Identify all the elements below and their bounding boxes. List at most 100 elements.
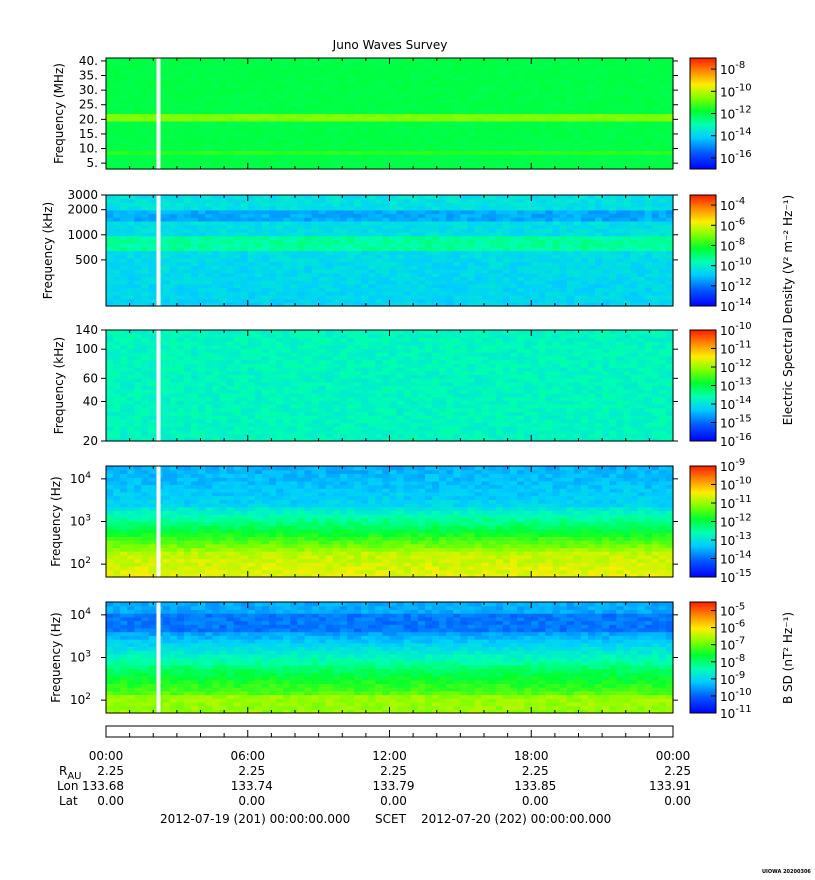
spectrogram-cell — [531, 91, 539, 96]
spectrogram-cell — [261, 124, 270, 129]
spectrogram-cell — [665, 224, 674, 229]
spectrogram-cell — [417, 272, 426, 277]
spectrogram-cell — [587, 95, 596, 100]
spectrogram-cell — [453, 132, 461, 137]
spectrogram-cell — [566, 209, 575, 215]
spectrogram-cell — [545, 276, 554, 281]
spectrogram-cell — [240, 291, 249, 296]
spectrogram-cell — [176, 146, 185, 152]
spectrogram-cell — [587, 113, 596, 118]
spectrogram-cell — [354, 265, 362, 270]
spectrogram-cell — [616, 220, 624, 226]
spectrogram-cell — [396, 102, 405, 107]
spectrogram-cell — [573, 109, 582, 115]
spectrogram-cell — [467, 269, 476, 274]
spectrogram-cell — [169, 154, 178, 159]
spectrogram-cell — [205, 220, 213, 226]
spectrogram-cell — [637, 243, 646, 248]
spectrogram-cell — [318, 272, 327, 277]
spectrogram-cell — [396, 72, 405, 78]
spectrogram-cell — [219, 87, 228, 92]
spectrogram-cell — [538, 220, 547, 226]
spectrogram-cell — [276, 113, 284, 118]
spectrogram-cell — [368, 87, 376, 92]
spectrogram-cell — [587, 132, 596, 137]
spectrogram-cell — [382, 213, 391, 218]
spectrogram-cell — [474, 87, 483, 92]
spectrogram-cell — [339, 157, 348, 163]
spectrogram-cell — [446, 213, 454, 218]
spectrogram-cell — [446, 232, 454, 237]
spectrogram-cell — [531, 146, 539, 152]
spectrogram-cell — [559, 146, 568, 152]
spectrogram-cell — [651, 239, 660, 244]
spectrogram-cell — [432, 139, 440, 144]
spectrogram-cell — [502, 246, 511, 252]
spectrogram-cell — [552, 120, 561, 126]
spectrogram-cell — [509, 220, 518, 226]
spectrogram-cell — [106, 283, 114, 289]
spectrogram-cell — [623, 150, 632, 155]
spectrogram-cell — [375, 291, 384, 296]
spectrogram-cell — [467, 202, 476, 207]
spectrogram-cell — [403, 165, 412, 170]
spectrogram-cell — [396, 287, 405, 292]
spectrogram-cell — [453, 135, 461, 140]
spectrogram-cell — [517, 257, 525, 263]
spectrogram-cell — [169, 287, 178, 292]
spectrogram-cell — [361, 239, 369, 244]
spectrogram-cell — [219, 139, 228, 144]
spectrogram-cell — [410, 254, 419, 259]
spectrogram-cell — [403, 283, 412, 289]
spectrogram-cell — [502, 143, 511, 148]
spectrogram-cell — [226, 287, 235, 292]
spectrogram-cell — [580, 254, 589, 259]
spectrogram-cell — [396, 294, 405, 300]
spectrogram-cell — [261, 135, 270, 140]
spectrogram-cell — [573, 206, 582, 211]
spectrogram-cell — [580, 195, 589, 200]
spectrogram-cell — [276, 254, 284, 259]
spectrogram-cell — [665, 76, 674, 81]
spectrogram-cell — [403, 276, 412, 281]
spectrogram-cell — [318, 298, 327, 303]
spectrogram-cell — [432, 128, 440, 133]
y-axis-label: Frequency (MHz) — [52, 63, 66, 164]
spectrogram-cell — [524, 239, 532, 244]
spectrogram-cell — [290, 246, 298, 252]
spectrogram-cell — [346, 65, 355, 70]
spectrogram-cell — [346, 98, 355, 103]
spectrogram-cell — [545, 146, 554, 152]
spectrogram-cell — [658, 261, 667, 266]
spectrogram-cell — [474, 154, 483, 159]
spectrogram-cell — [198, 109, 206, 115]
spectrogram-cell — [212, 61, 220, 66]
spectrogram-cell — [283, 124, 291, 129]
spectrogram-cell — [651, 124, 660, 129]
spectrogram-cell — [183, 58, 192, 63]
spectrogram-cell — [346, 302, 355, 307]
spectrogram-cell — [432, 287, 440, 292]
spectrogram-cell — [531, 80, 539, 85]
spectrogram-cell — [134, 65, 143, 70]
spectrogram-cell — [276, 235, 284, 240]
spectrogram-cell — [162, 235, 171, 240]
spectrogram-cell — [623, 280, 632, 285]
spectrogram-cell — [531, 224, 539, 229]
spectrogram-cell — [396, 202, 405, 207]
spectrogram-cell — [474, 235, 483, 240]
spectrogram-cell — [183, 239, 192, 244]
spectrogram-cell — [198, 265, 206, 270]
spectrogram-cell — [446, 280, 454, 285]
spectrogram-cell — [240, 150, 249, 155]
spectrogram-cell — [552, 69, 561, 74]
spectrogram-cell — [134, 120, 143, 126]
spectrogram-cell — [134, 113, 143, 118]
y-tick-label: 3000 — [67, 188, 98, 202]
spectrogram-cell — [368, 280, 376, 285]
spectrogram-cell — [346, 217, 355, 222]
spectrogram-cell — [183, 280, 192, 285]
spectrogram-cell — [332, 246, 341, 252]
spectrogram-cell — [439, 61, 447, 66]
spectrogram-cell — [517, 198, 525, 203]
